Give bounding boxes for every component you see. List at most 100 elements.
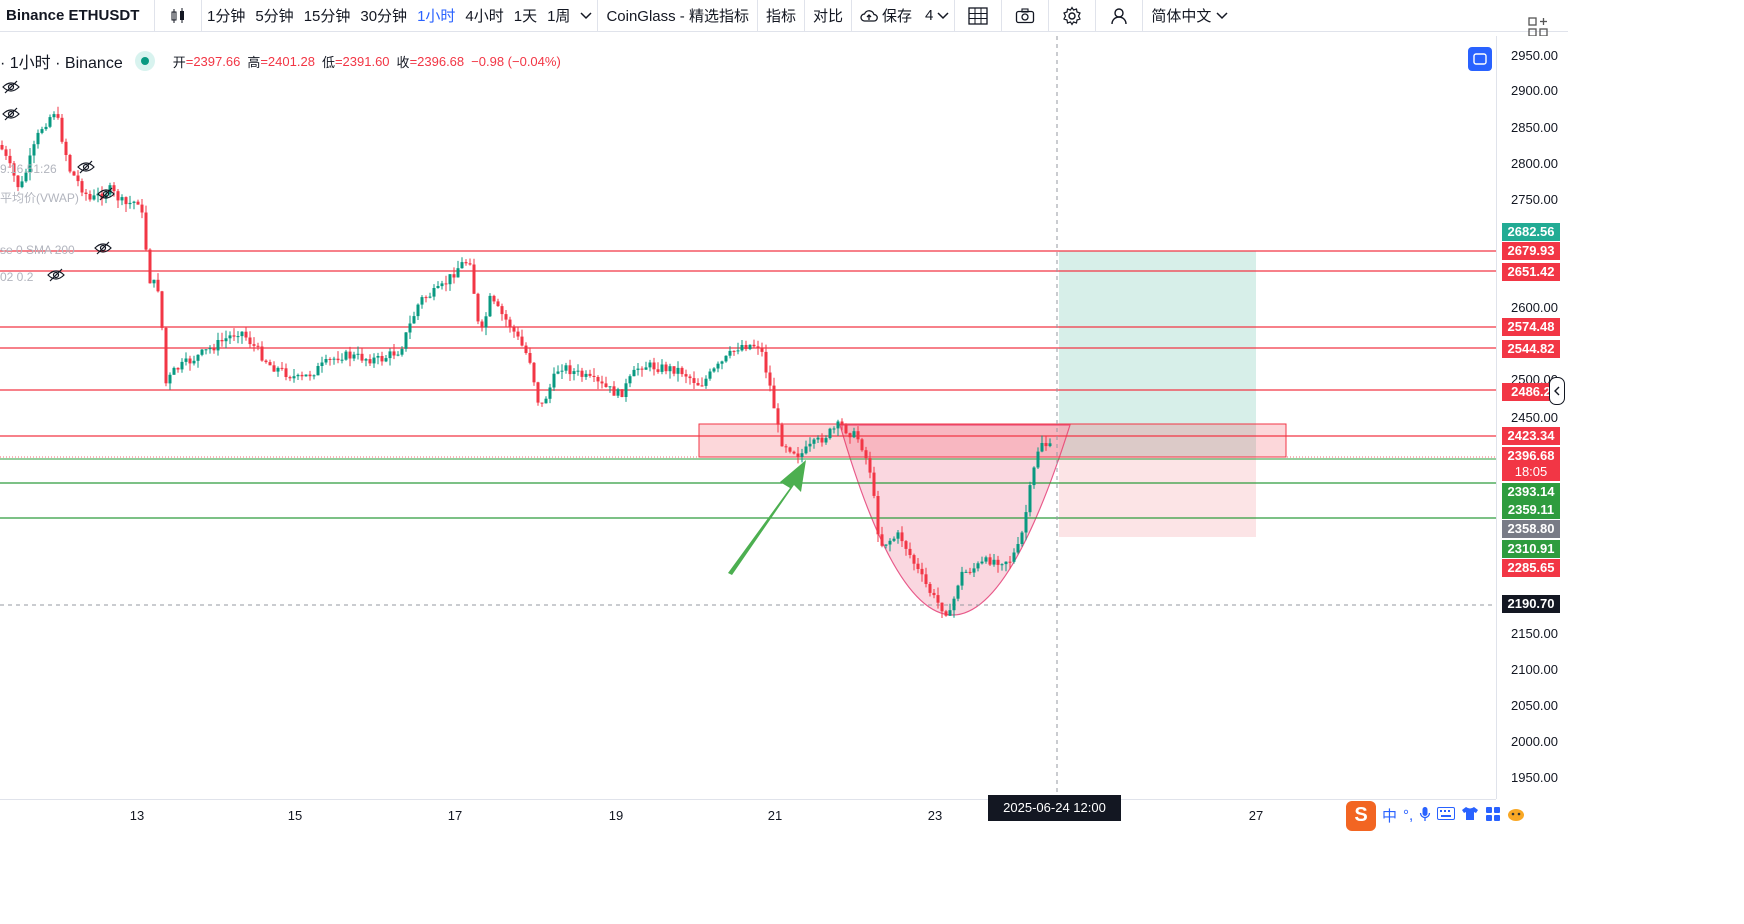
candle-body (188, 358, 192, 364)
candle-body (384, 358, 388, 362)
symbol-search-button[interactable]: Binance ETHUSDT (6, 7, 140, 24)
eye-off-icon[interactable] (47, 268, 65, 287)
candle-body (644, 367, 648, 370)
candle-body (972, 568, 976, 573)
interval-1d-button[interactable]: 1天 (513, 8, 538, 25)
legend-close-label: 收 (396, 54, 410, 70)
chart-type-candles-icon[interactable] (155, 0, 201, 32)
ime-logo-icon[interactable]: S (1346, 800, 1376, 831)
camera-icon[interactable] (1002, 0, 1048, 32)
candle-body (660, 364, 664, 372)
interval-1w-button[interactable]: 1周 (547, 8, 571, 25)
interval-15m-button[interactable]: 15分钟 (303, 8, 351, 25)
layouts-dropdown[interactable]: 4 (920, 0, 954, 32)
eye-off-icon[interactable] (94, 241, 112, 260)
candle-body (800, 453, 804, 457)
language-dropdown[interactable]: 简体中文 (1143, 0, 1236, 32)
candle-body (836, 421, 840, 429)
toolbox-grid-icon[interactable] (1485, 806, 1501, 826)
candle-body (396, 354, 400, 356)
ime-punctuation-icon[interactable]: °, (1403, 807, 1414, 824)
eye-off-icon[interactable] (2, 80, 20, 99)
price-axis[interactable] (1496, 36, 1569, 799)
eye-off-icon[interactable] (97, 187, 115, 206)
candle-body (816, 437, 820, 440)
resistance-box[interactable] (698, 423, 1287, 458)
candle-body (320, 362, 324, 366)
interval-30m-button[interactable]: 30分钟 (360, 8, 408, 25)
candle-body (828, 428, 832, 439)
ime-chinese-mode[interactable]: 中 (1382, 808, 1398, 825)
price-chart[interactable] (0, 36, 1496, 799)
candle-body (888, 540, 892, 545)
compare-button[interactable]: 对比 (812, 8, 843, 25)
eye-off-icon[interactable] (77, 160, 95, 179)
candle-body (948, 610, 952, 616)
candle-body (1020, 532, 1024, 544)
candle-body (700, 385, 704, 387)
interval-dropdown-chevron-icon[interactable] (575, 0, 597, 32)
candle-body (552, 373, 556, 388)
time-tick: 17 (447, 808, 463, 823)
candle-body (808, 443, 812, 447)
candle-body (592, 375, 596, 377)
target-zone[interactable] (1059, 251, 1256, 457)
candle-body (184, 358, 188, 362)
candle-body (984, 557, 988, 562)
indicator-coinglass-button[interactable]: CoinGlass - 精选指标 (606, 8, 749, 25)
mascot-icon[interactable] (1507, 806, 1525, 826)
indicators-button[interactable]: 指标 (765, 8, 796, 25)
candle-body (768, 372, 772, 386)
candle-body (68, 155, 72, 172)
fullscreen-toggle-icon[interactable] (1468, 47, 1492, 71)
candle-body (724, 355, 728, 362)
stop-zone[interactable] (1059, 457, 1256, 537)
market-status-icon[interactable] (134, 51, 155, 71)
candle-body (28, 155, 32, 173)
interval-1h-button[interactable]: 1小时 (417, 8, 456, 25)
candle-body (476, 293, 480, 322)
candle-body (1032, 467, 1036, 486)
interval-4h-button[interactable]: 4小时 (465, 8, 504, 25)
candle-body (508, 319, 512, 327)
price-label: 2486.2 (1502, 383, 1560, 401)
keyboard-icon[interactable] (1437, 807, 1456, 824)
interval-5m-button[interactable]: 5分钟 (255, 8, 294, 25)
eye-off-icon[interactable] (2, 107, 20, 126)
green-arrow-annotation[interactable] (728, 460, 806, 575)
cup-pattern-shape[interactable] (839, 424, 1071, 616)
candle-body (904, 541, 908, 549)
candle-body (456, 268, 460, 278)
candle-body (492, 295, 496, 302)
candle-body (536, 382, 540, 403)
candle-body (852, 431, 856, 438)
time-axis[interactable]: 13 15 17 19 21 23 27 (0, 799, 1496, 832)
price-label: 2359.11 (1502, 501, 1560, 519)
candle-body (412, 316, 416, 324)
chevron-left-icon[interactable] (1549, 377, 1565, 405)
candle-body (368, 359, 372, 364)
candle-body (472, 264, 476, 294)
save-button[interactable]: 保存 (852, 0, 920, 32)
candle-body (196, 354, 200, 361)
user-icon[interactable] (1096, 0, 1142, 32)
candle-body (892, 538, 896, 541)
gear-icon[interactable] (1049, 0, 1095, 32)
candle-body (112, 185, 116, 192)
toolbar-divider (1095, 0, 1097, 32)
candle-body (52, 114, 56, 118)
chart-legend: · 1小时 · Binance 开 =2397.66 高 =2401.28 低 =23… (0, 50, 568, 72)
candle-body (480, 321, 484, 328)
skin-shirt-icon[interactable] (1461, 806, 1479, 825)
candle-body (1036, 451, 1040, 468)
candle-body (864, 450, 868, 459)
candle-body (668, 366, 672, 372)
candle-body (512, 326, 516, 332)
interval-1m-button[interactable]: 1分钟 (207, 8, 246, 25)
microphone-icon[interactable] (1419, 806, 1431, 826)
layout-grid-icon[interactable] (955, 0, 1001, 32)
candle-body (736, 350, 740, 352)
toolbar-divider (803, 0, 805, 32)
legend-title[interactable]: · 1小时 · Binance (0, 55, 123, 72)
candle-body (740, 345, 744, 351)
